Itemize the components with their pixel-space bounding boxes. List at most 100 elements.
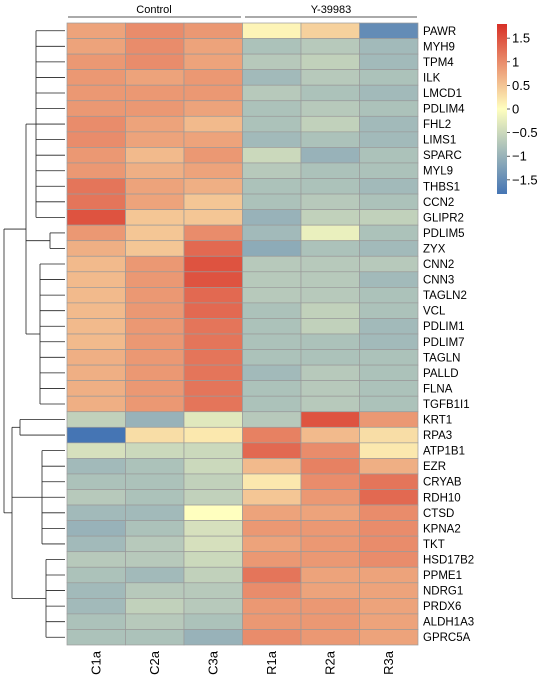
heatmap-cell-krt1-r3a: [359, 411, 419, 428]
heatmap-cell-ppme1-r1a: [242, 566, 302, 584]
heatmap-cell-atp1b1-r1a: [242, 442, 302, 459]
heatmap-cell-gprc5a-r2a: [300, 629, 360, 646]
heatmap-cell-tagln-c3a: [183, 349, 243, 366]
row-label-ilk: ILK: [423, 72, 441, 84]
heatmap-cell-tpm4-r3a: [359, 53, 419, 70]
heatmap-cell-aldh1a3-c1a: [66, 613, 126, 630]
heatmap-cell-rdh10-r1a: [242, 489, 302, 506]
color-scale-tick-label: −1.5: [512, 172, 538, 187]
heatmap-cell-tpm4-r2a: [300, 53, 360, 70]
heatmap-cell-ctsd-r1a: [242, 504, 302, 521]
heatmap-cell-sparc-c3a: [183, 147, 243, 164]
heatmap-cell-tagln-r1a: [242, 349, 302, 366]
heatmap-cell-tkt-r2a: [300, 535, 360, 553]
heatmap-cell-cnn3-r3a: [359, 271, 419, 288]
heatmap-cell-thbs1-c3a: [183, 178, 243, 195]
heatmap-cell-cnn3-r2a: [300, 271, 360, 288]
heatmap-cell-palld-r2a: [300, 364, 360, 382]
column-label-r1a: R1a: [264, 650, 279, 675]
heatmap-cells: [66, 22, 419, 646]
row-label-gprc5a: GPRC5A: [423, 632, 471, 644]
heatmap-cell-tkt-r1a: [242, 535, 302, 553]
heatmap-cell-palld-c2a: [125, 364, 185, 382]
heatmap-cell-rdh10-c2a: [125, 489, 185, 506]
heatmap-cell-pdlim7-c1a: [66, 333, 126, 350]
heatmap-cell-hsd17b2-r2a: [300, 551, 360, 568]
row-label-ppme1: PPME1: [423, 570, 462, 582]
heatmap-cell-sparc-r3a: [359, 147, 419, 164]
row-label-cnn3: CNN3: [423, 275, 454, 287]
heatmap-cell-zyx-r3a: [359, 240, 419, 257]
heatmap-cell-ppme1-c2a: [125, 566, 185, 584]
heatmap-cell-pdlim1-c2a: [125, 318, 185, 335]
heatmap-cell-sparc-r2a: [300, 147, 360, 164]
heatmap-cell-lims1-r1a: [242, 131, 302, 148]
heatmap-cell-ctsd-c2a: [125, 504, 185, 521]
heatmap-cell-myl9-r3a: [359, 162, 419, 179]
heatmap-cell-fhl2-c1a: [66, 115, 126, 133]
heatmap-cell-cnn2-r3a: [359, 255, 419, 273]
color-scale-tick-label: −1: [512, 149, 527, 164]
heatmap-cell-ndrg1-r3a: [359, 582, 419, 599]
color-scale-ticks: 1.5 1 0.5 0 −0.5 −1 −1.5: [507, 31, 538, 187]
heatmap-cell-pdlim5-r1a: [242, 224, 302, 242]
row-label-pdlim1: PDLIM1: [423, 321, 465, 333]
heatmap-cell-vcl-r2a: [300, 302, 360, 319]
heatmap-cell-ilk-r2a: [300, 69, 360, 86]
heatmap-cell-pawr-c3a: [183, 22, 243, 39]
heatmap-cell-pdlim4-c2a: [125, 100, 185, 117]
row-label-tkt: TKT: [423, 539, 445, 551]
heatmap-cell-myh9-c2a: [125, 38, 185, 55]
heatmap-cell-vcl-r3a: [359, 302, 419, 319]
heatmap-cell-ndrg1-c2a: [125, 582, 185, 599]
heatmap-cell-hsd17b2-c2a: [125, 551, 185, 568]
heatmap-cell-ccn2-r1a: [242, 193, 302, 210]
row-label-vcl: VCL: [423, 306, 446, 318]
heatmap-cell-sparc-c2a: [125, 147, 185, 164]
heatmap-cell-lims1-c1a: [66, 131, 126, 148]
row-label-rdh10: RDH10: [423, 492, 461, 504]
heatmap-cell-gprc5a-c2a: [125, 629, 185, 646]
row-label-ndrg1: NDRG1: [423, 586, 463, 598]
heatmap-cell-zyx-c3a: [183, 240, 243, 257]
heatmap-cell-myh9-r1a: [242, 38, 302, 55]
column-group-headers: Control Y-39983: [68, 4, 417, 18]
heatmap-cell-glipr2-c3a: [183, 209, 243, 226]
row-label-glipr2: GLIPR2: [423, 212, 464, 224]
heatmap-cell-lims1-r2a: [300, 131, 360, 148]
heatmap-cell-zyx-c2a: [125, 240, 185, 257]
heatmap-cell-vcl-c3a: [183, 302, 243, 319]
heatmap-cell-ctsd-c1a: [66, 504, 126, 521]
heatmap-cell-pawr-r1a: [242, 22, 302, 39]
heatmap-cell-pdlim7-r1a: [242, 333, 302, 350]
heatmap-cell-tagln-r3a: [359, 349, 419, 366]
heatmap-cell-thbs1-c1a: [66, 178, 126, 195]
heatmap-cell-tpm4-c1a: [66, 53, 126, 70]
heatmap-cell-zyx-r2a: [300, 240, 360, 257]
heatmap-cell-myh9-r2a: [300, 38, 360, 55]
heatmap-cell-rpa3-r2a: [300, 426, 360, 444]
heatmap-cell-tagln-c1a: [66, 349, 126, 366]
color-scale-tick-label: 1.5: [512, 31, 530, 46]
heatmap-cell-aldh1a3-r2a: [300, 613, 360, 630]
heatmap-cell-myl9-c1a: [66, 162, 126, 179]
heatmap-cell-gprc5a-r3a: [359, 629, 419, 646]
row-label-zyx: ZYX: [423, 243, 446, 255]
heatmap-cell-cnn2-c3a: [183, 255, 243, 273]
heatmap-cell-pdlim4-c1a: [66, 100, 126, 117]
row-label-lims1: LIMS1: [423, 135, 456, 147]
heatmap-cell-ezr-r3a: [359, 458, 419, 475]
heatmap-cell-prdx6-r2a: [300, 597, 360, 615]
row-label-ezr: EZR: [423, 461, 446, 473]
heatmap-cell-aldh1a3-c2a: [125, 613, 185, 630]
heatmap-cell-kpna2-c2a: [125, 520, 185, 537]
heatmap-cell-palld-c1a: [66, 364, 126, 382]
heatmap-cell-pdlim4-r1a: [242, 100, 302, 117]
heatmap-cell-ndrg1-c1a: [66, 582, 126, 599]
row-label-ccn2: CCN2: [423, 197, 454, 209]
heatmap-cell-ccn2-r3a: [359, 193, 419, 210]
heatmap-cell-vcl-r1a: [242, 302, 302, 319]
heatmap-cell-tagln2-c2a: [125, 287, 185, 304]
heatmap-cell-pdlim4-r2a: [300, 100, 360, 117]
heatmap-cell-pdlim7-r3a: [359, 333, 419, 350]
